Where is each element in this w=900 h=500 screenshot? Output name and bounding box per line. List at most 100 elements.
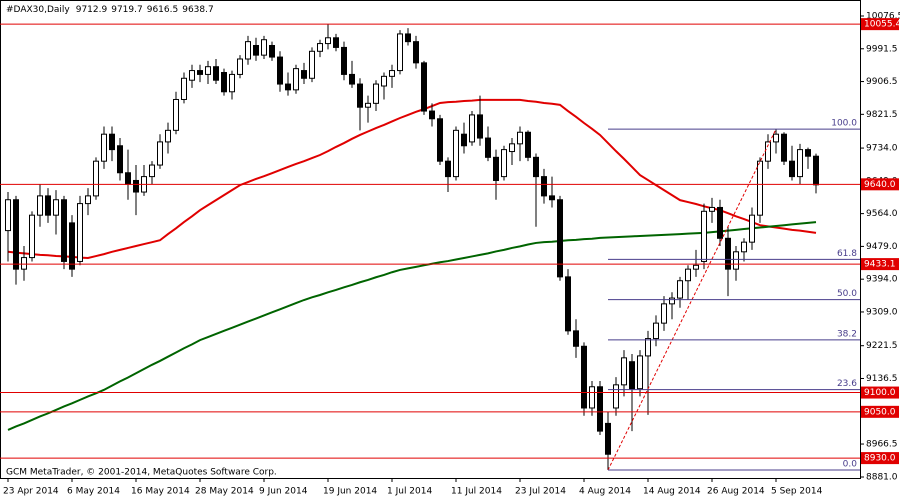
candle-body <box>437 118 443 162</box>
level-label: 10055.4 <box>864 20 900 30</box>
y-tick-label: 9734.0 <box>866 144 898 154</box>
candle-body <box>213 66 219 81</box>
last-close: 9638.7 <box>182 5 214 15</box>
candle-body <box>525 131 531 158</box>
candle-body <box>685 268 691 282</box>
x-tick-label: 14 Aug 2014 <box>643 487 701 497</box>
candle-body <box>269 44 275 58</box>
candle-body <box>501 149 507 178</box>
candle-body <box>485 137 491 158</box>
candle-body <box>669 297 675 305</box>
candle-body <box>397 33 403 72</box>
candle-body <box>109 133 115 151</box>
symbol: #DAX30,Daily <box>6 5 70 15</box>
candle-body <box>445 160 451 178</box>
candle-body <box>517 131 523 145</box>
candle-body <box>349 73 355 85</box>
candle-body <box>549 195 555 201</box>
candle-body <box>189 70 195 81</box>
candle-body <box>133 179 139 193</box>
candle-body <box>365 102 371 108</box>
y-tick-label: 9309.0 <box>866 307 898 317</box>
candle-body <box>205 66 211 75</box>
candle-body <box>613 384 619 409</box>
candle-body <box>805 149 811 157</box>
candle-body <box>493 156 499 181</box>
candle-body <box>757 160 763 216</box>
candle-body <box>149 164 155 178</box>
y-tick-label: 9564.0 <box>866 209 898 219</box>
candle-body <box>101 133 107 162</box>
candle-body <box>373 83 379 104</box>
last-open: 9712.9 <box>76 5 108 15</box>
candle-body <box>261 39 267 56</box>
y-tick-label: 8966.5 <box>866 440 898 450</box>
fib-label: 0.0 <box>843 460 858 470</box>
candle-body <box>597 386 603 432</box>
candle-body <box>773 133 779 143</box>
candle-body <box>21 257 27 270</box>
candle-body <box>789 160 795 178</box>
candle-body <box>413 41 419 64</box>
x-tick-label: 9 Jun 2014 <box>259 487 308 497</box>
y-tick-label: 9221.5 <box>866 341 898 351</box>
candle-body <box>125 172 131 185</box>
candle-body <box>453 129 459 178</box>
candle-body <box>117 145 123 174</box>
candle-body <box>629 361 635 390</box>
candle-body <box>309 50 315 79</box>
candle-body <box>677 280 683 299</box>
candle-body <box>173 98 179 131</box>
fib-label: 50.0 <box>837 289 857 299</box>
candle-body <box>77 203 83 262</box>
fib-label: 61.8 <box>837 249 857 259</box>
candle-body <box>341 46 347 75</box>
plot-frame <box>0 0 861 479</box>
candle-body <box>5 199 11 232</box>
x-tick-label: 16 May 2014 <box>131 487 190 497</box>
candle-body <box>197 70 203 75</box>
x-tick-label: 23 Jul 2014 <box>515 487 566 497</box>
candle-body <box>477 114 483 139</box>
candle-body <box>45 195 51 216</box>
last-low: 9616.5 <box>147 5 179 15</box>
candle-body <box>693 264 699 270</box>
candle-body <box>709 206 715 212</box>
candle-body <box>37 195 43 216</box>
y-tick-label: 8881.0 <box>866 473 898 483</box>
candle-body <box>533 156 539 178</box>
candle-body <box>53 199 59 216</box>
candle-body <box>589 386 595 409</box>
candle-body <box>813 155 819 186</box>
candle-body <box>229 73 235 93</box>
candle-body <box>357 83 363 108</box>
candle-body <box>301 70 307 79</box>
x-tick-label: 5 Sep 2014 <box>771 487 823 497</box>
candle-body <box>429 110 435 120</box>
candle-body <box>797 149 803 178</box>
level-tag <box>861 178 899 191</box>
candle-body <box>749 214 755 243</box>
candle-body <box>637 355 643 390</box>
x-tick-label: 23 Apr 2014 <box>3 487 59 497</box>
y-tick-label: 9394.0 <box>866 275 898 285</box>
y-tick-label: 9479.0 <box>866 242 898 252</box>
candle-body <box>69 222 75 270</box>
x-tick-label: 1 Jul 2014 <box>387 487 432 497</box>
candle-body <box>733 251 739 270</box>
candle-body <box>333 37 339 48</box>
level-tag <box>861 386 899 399</box>
y-tick-label: 9136.5 <box>866 374 898 384</box>
candle-body <box>61 199 67 262</box>
candle-body <box>661 303 667 324</box>
candle-body <box>29 214 35 259</box>
candle-body <box>165 129 171 143</box>
x-tick-label: 6 May 2014 <box>67 487 120 497</box>
level-label: 9100.0 <box>864 388 896 398</box>
candle-body <box>717 206 723 239</box>
candle-body <box>157 141 163 166</box>
candle-body <box>509 143 515 153</box>
candle-body <box>605 422 611 455</box>
